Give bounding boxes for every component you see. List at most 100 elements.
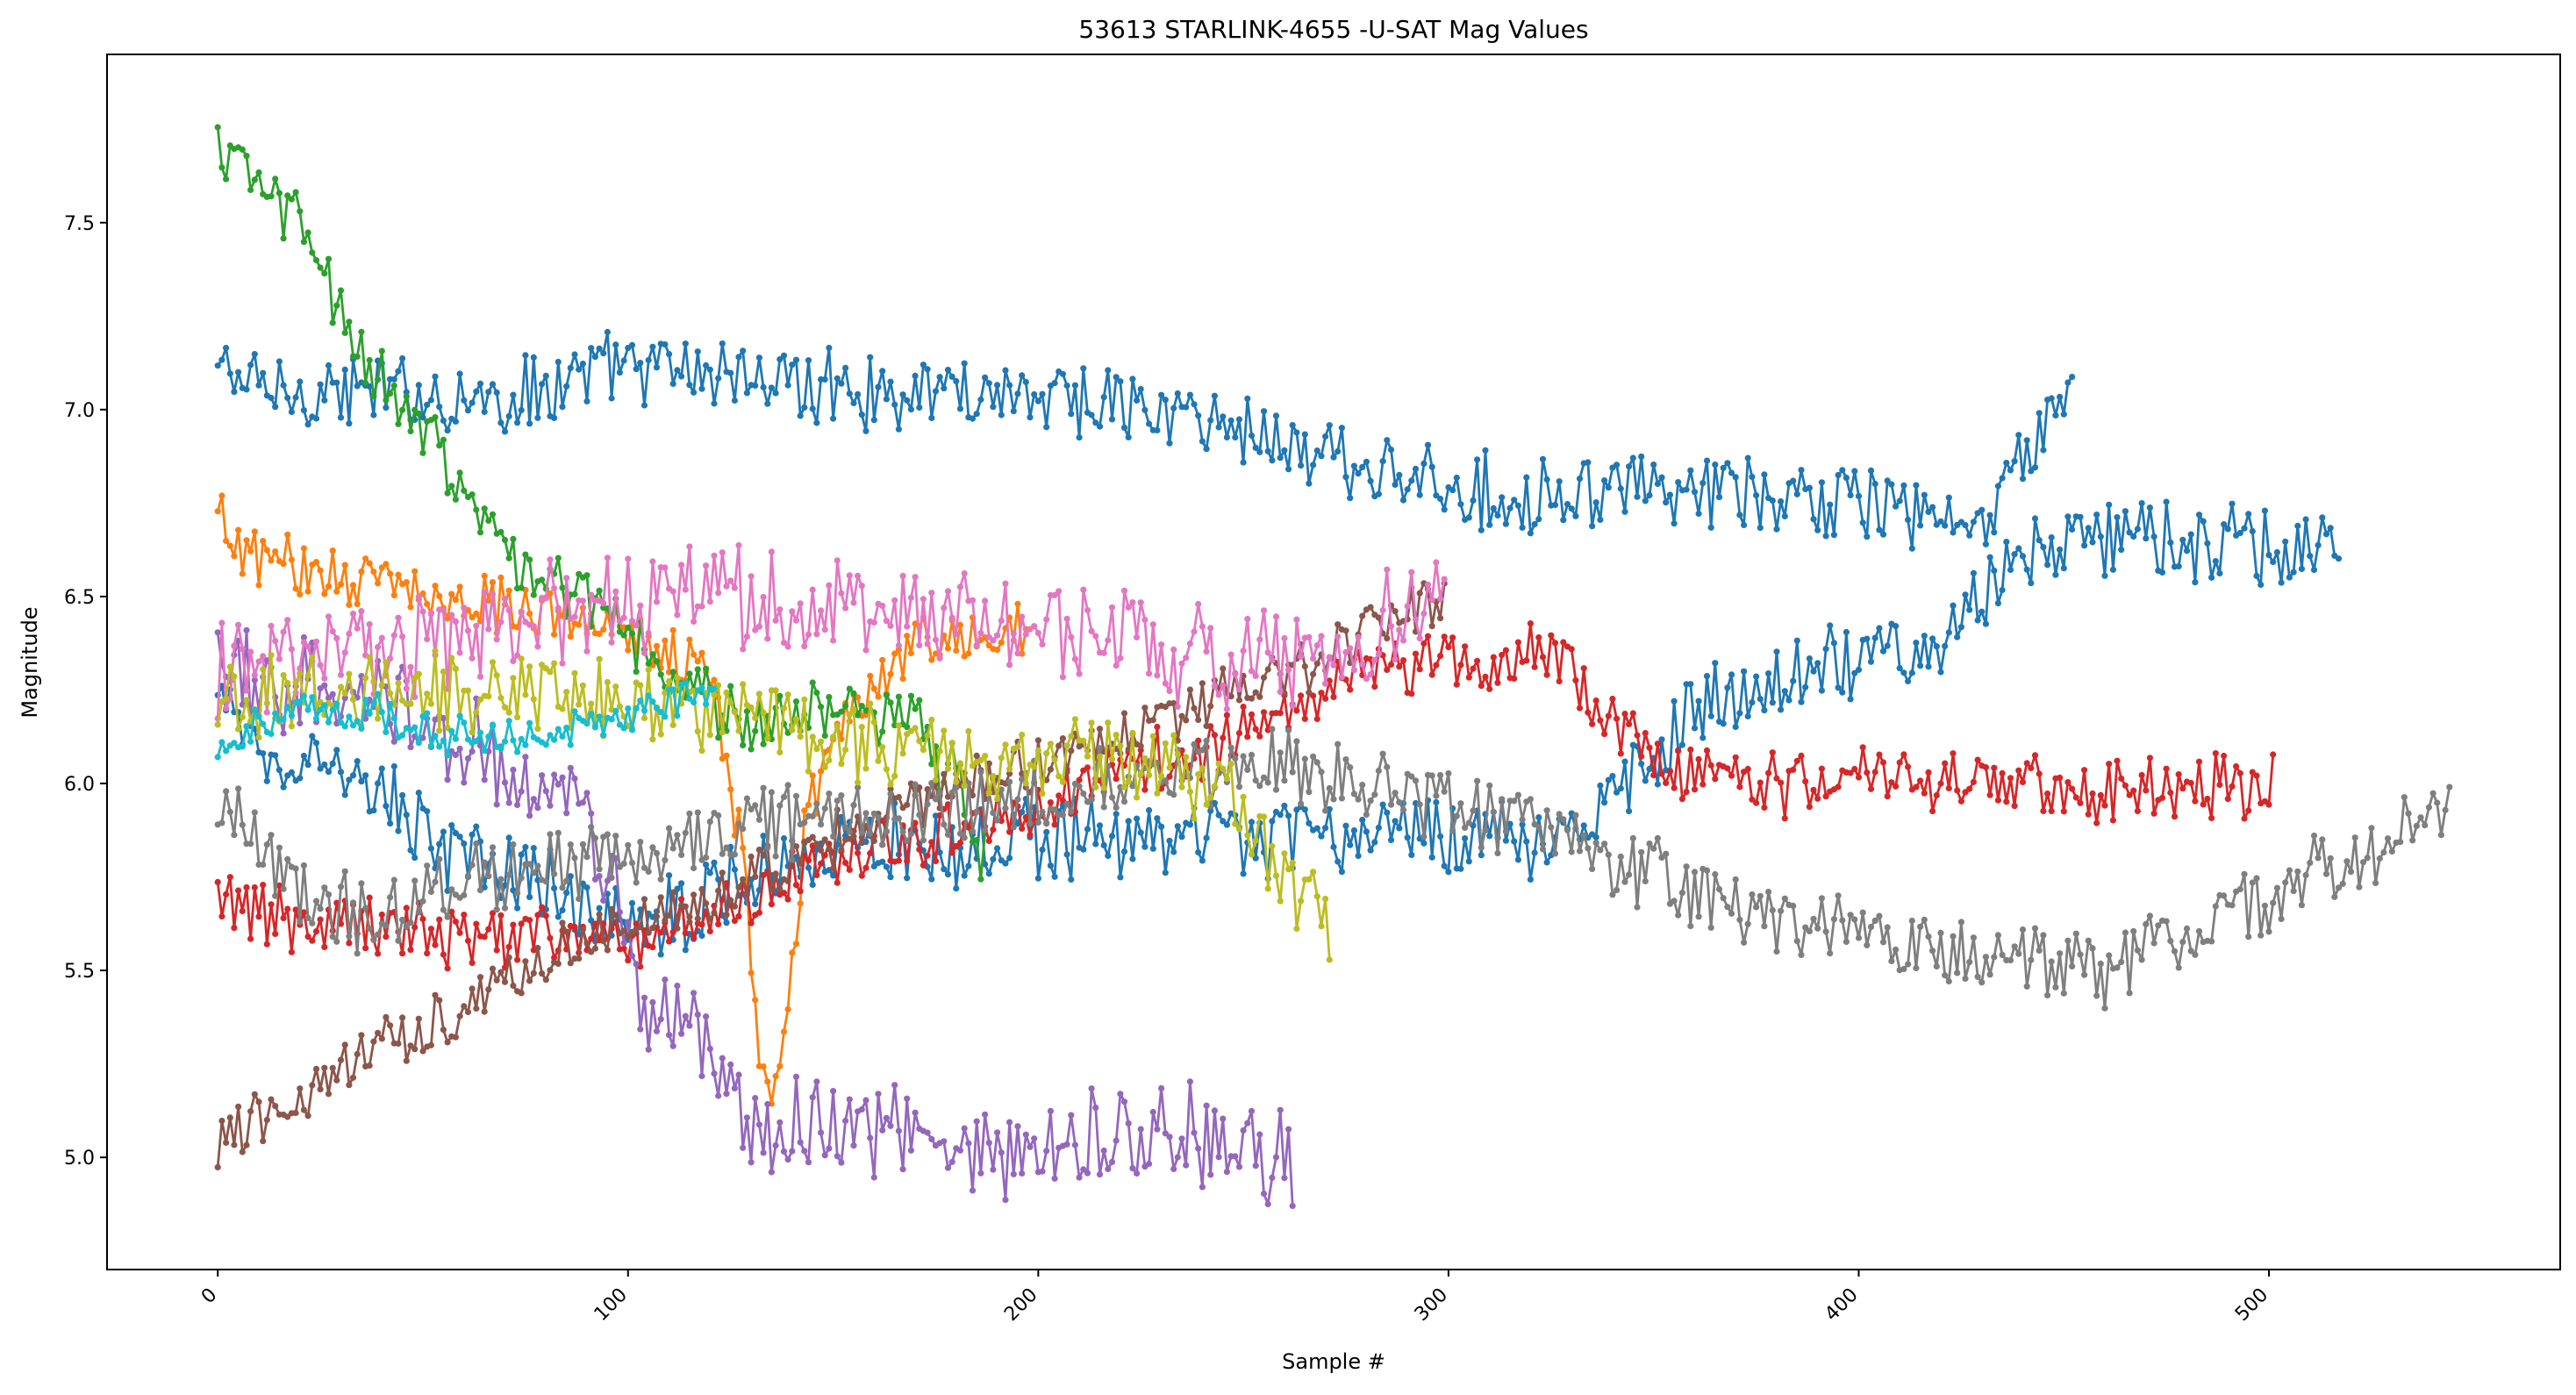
data-point bbox=[1166, 440, 1173, 447]
data-point bbox=[1019, 1170, 1026, 1177]
data-point bbox=[944, 831, 952, 838]
data-point bbox=[948, 1158, 955, 1165]
data-point bbox=[576, 955, 583, 962]
data-point bbox=[432, 373, 439, 380]
data-point bbox=[448, 612, 455, 619]
data-point bbox=[1703, 457, 1711, 464]
data-point bbox=[251, 676, 258, 683]
data-point bbox=[255, 1098, 262, 1105]
data-point bbox=[1068, 733, 1075, 740]
data-point bbox=[1629, 834, 1636, 842]
data-point bbox=[559, 404, 566, 411]
data-point bbox=[850, 705, 857, 713]
data-point bbox=[2290, 569, 2297, 576]
data-point bbox=[1014, 743, 1021, 751]
data-point bbox=[2036, 770, 2043, 777]
data-point bbox=[419, 449, 426, 456]
data-point bbox=[1047, 862, 1054, 869]
data-point bbox=[1108, 604, 1116, 611]
data-point bbox=[415, 1015, 422, 1022]
data-point bbox=[1359, 782, 1366, 789]
data-point bbox=[263, 1116, 270, 1124]
data-point bbox=[2109, 566, 2116, 573]
data-point bbox=[1281, 1175, 1288, 1182]
data-point bbox=[2442, 806, 2449, 813]
data-point bbox=[2195, 927, 2203, 934]
data-point bbox=[797, 412, 804, 419]
data-point bbox=[2072, 930, 2079, 937]
data-point bbox=[461, 891, 468, 898]
data-point bbox=[1974, 756, 1981, 763]
data-point bbox=[226, 874, 233, 881]
data-point bbox=[1203, 737, 1210, 744]
data-point bbox=[1006, 778, 1013, 785]
data-point bbox=[637, 1026, 644, 1033]
data-point bbox=[842, 703, 849, 710]
data-point bbox=[1957, 798, 1964, 805]
data-point bbox=[826, 582, 833, 589]
data-point bbox=[813, 800, 820, 807]
data-point bbox=[1474, 657, 1481, 664]
data-point bbox=[1437, 615, 1444, 622]
data-point bbox=[870, 719, 877, 726]
data-point bbox=[1843, 475, 1850, 482]
data-point bbox=[1080, 790, 1087, 798]
data-point bbox=[2031, 752, 2039, 759]
data-point bbox=[1470, 665, 1477, 672]
data-point bbox=[1490, 504, 1497, 512]
data-point bbox=[944, 588, 952, 595]
data-point bbox=[1433, 662, 1440, 669]
data-point bbox=[383, 404, 390, 411]
data-point bbox=[1252, 672, 1259, 680]
data-point bbox=[321, 943, 328, 950]
data-point bbox=[378, 682, 385, 689]
data-point bbox=[1002, 860, 1009, 867]
data-point bbox=[1248, 851, 1256, 858]
data-point bbox=[555, 913, 562, 920]
data-point bbox=[645, 666, 652, 674]
data-point bbox=[387, 1022, 394, 1029]
data-point bbox=[1277, 812, 1284, 819]
data-point bbox=[419, 608, 426, 615]
data-point bbox=[1778, 497, 1785, 505]
data-point bbox=[985, 1140, 992, 1147]
data-point bbox=[985, 870, 992, 877]
data-point bbox=[1523, 657, 1530, 664]
data-point bbox=[444, 427, 451, 434]
data-point bbox=[998, 755, 1005, 762]
data-point bbox=[1650, 461, 1657, 469]
data-point bbox=[1765, 670, 1772, 677]
data-point bbox=[530, 354, 537, 361]
data-point bbox=[390, 762, 397, 770]
data-point bbox=[1158, 1084, 1165, 1091]
data-point bbox=[411, 1046, 419, 1053]
data-point bbox=[1211, 783, 1218, 790]
data-point bbox=[2114, 514, 2121, 521]
data-point bbox=[1937, 929, 1944, 936]
data-point bbox=[2138, 771, 2145, 779]
data-point bbox=[534, 944, 541, 952]
data-point bbox=[855, 694, 862, 701]
data-point bbox=[1384, 763, 1391, 770]
data-point bbox=[1802, 778, 1809, 785]
data-point bbox=[1199, 764, 1206, 772]
data-point bbox=[772, 1073, 779, 1080]
data-point bbox=[469, 399, 476, 406]
data-point bbox=[542, 878, 549, 885]
data-point bbox=[263, 841, 270, 848]
data-point bbox=[1096, 1171, 1104, 1178]
data-point bbox=[2221, 752, 2228, 760]
data-point bbox=[653, 912, 661, 920]
data-point bbox=[214, 721, 221, 728]
data-point bbox=[850, 690, 857, 698]
data-point bbox=[1220, 765, 1227, 772]
data-point bbox=[272, 404, 279, 411]
data-point bbox=[698, 385, 705, 392]
data-point bbox=[1174, 751, 1181, 758]
data-point bbox=[941, 385, 948, 392]
data-point bbox=[346, 713, 353, 720]
data-point bbox=[1298, 462, 1305, 469]
data-point bbox=[1802, 924, 1809, 931]
data-point bbox=[383, 397, 390, 404]
data-point bbox=[300, 909, 307, 916]
